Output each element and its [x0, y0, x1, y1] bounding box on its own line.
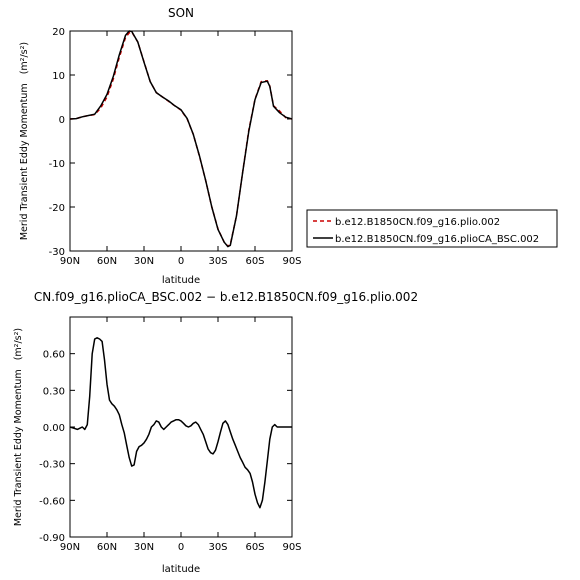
top-panel: SON 90N 60N 30N 0 30S 60S 90S 20 10 0 -10 -20 -30 la…: [19, 6, 302, 286]
p0-series-line-1: [69, 30, 293, 248]
top-y-axis-label-text: Merid Transient Eddy Momentum: [19, 83, 30, 240]
bottom-x-axis-label: latitude: [162, 564, 200, 575]
legend-box: [306, 209, 558, 248]
bottom-y-axis-label-text: Merid Transient Eddy Momentum: [13, 369, 24, 526]
bottom-y-axis-label: Merid Transient Eddy Momentum (m²/s²): [13, 328, 24, 526]
bottom-axis-ticks: 90N 60N 30N 0 30S 60S 90S 0.60 0.30 0.00 -0.30 -0.6…: [39, 317, 302, 553]
p0-x-tick-label: 60S: [245, 256, 264, 267]
p1-x-tick-label: 60N: [97, 542, 117, 553]
p0-x-tick-label: 0: [178, 256, 184, 267]
bottom-chart-title: CN.f09_g16.plioCA_BSC.002 − b.e12.B1850C…: [34, 290, 418, 304]
p0-y-tick-label: -20: [49, 203, 65, 214]
p0-x-tick-label: 90S: [282, 256, 301, 267]
top-plot-frame: [69, 30, 293, 252]
p0-y-tick-label: -10: [49, 159, 65, 170]
bottom-panel: CN.f09_g16.plioCA_BSC.002 − b.e12.B1850C…: [13, 290, 418, 575]
p1-series-line-0: [69, 337, 292, 509]
p0-x-tick-label: 90N: [60, 256, 80, 267]
p1-y-tick-label: -0.90: [39, 533, 65, 544]
p1-y-tick-label: 0.60: [43, 350, 65, 361]
legend-label-plioca: b.e12.B1850CN.f09_g16.plioCA_BSC.002: [335, 234, 539, 245]
p1-y-tick-label: 0.30: [43, 386, 65, 397]
p1-x-tick-label: 30N: [134, 542, 154, 553]
top-x-axis-label: latitude: [162, 275, 200, 286]
p0-series-line-0: [69, 31, 293, 247]
p1-x-tick-label: 0: [178, 542, 184, 553]
top-chart-title: SON: [168, 6, 194, 20]
p1-y-tick-label: 0.00: [43, 423, 65, 434]
top-axis-ticks: 90N 60N 30N 0 30S 60S 90S 20 10 0 -10 -20 -30: [49, 27, 302, 267]
p0-y-tick-label: 10: [52, 71, 65, 82]
top-y-axis-label-unit: (m²/s²): [19, 42, 30, 74]
p1-y-tick-label: -0.30: [39, 460, 65, 471]
p1-x-tick-label: 90N: [60, 542, 80, 553]
p0-x-tick-label: 60N: [97, 256, 117, 267]
p0-x-tick-label: 30S: [208, 256, 227, 267]
p0-y-tick-label: 0: [59, 115, 65, 126]
legend: b.e12.B1850CN.f09_g16.plio.002 b.e12.B18…: [306, 209, 558, 248]
p1-y-tick-label: -0.60: [39, 496, 65, 507]
legend-label-plio: b.e12.B1850CN.f09_g16.plio.002: [335, 217, 500, 228]
p0-x-tick-label: 30N: [134, 256, 154, 267]
p0-y-tick-label: 20: [52, 27, 65, 38]
p1-x-tick-label: 90S: [282, 542, 301, 553]
p0-y-tick-label: -30: [49, 247, 65, 258]
bottom-y-axis-label-unit: (m²/s²): [13, 328, 24, 360]
top-series-group: [69, 30, 293, 248]
bottom-series-group: [69, 337, 292, 509]
p1-x-tick-label: 60S: [245, 542, 264, 553]
top-y-axis-label: Merid Transient Eddy Momentum (m²/s²): [19, 42, 30, 240]
p1-x-tick-label: 30S: [208, 542, 227, 553]
